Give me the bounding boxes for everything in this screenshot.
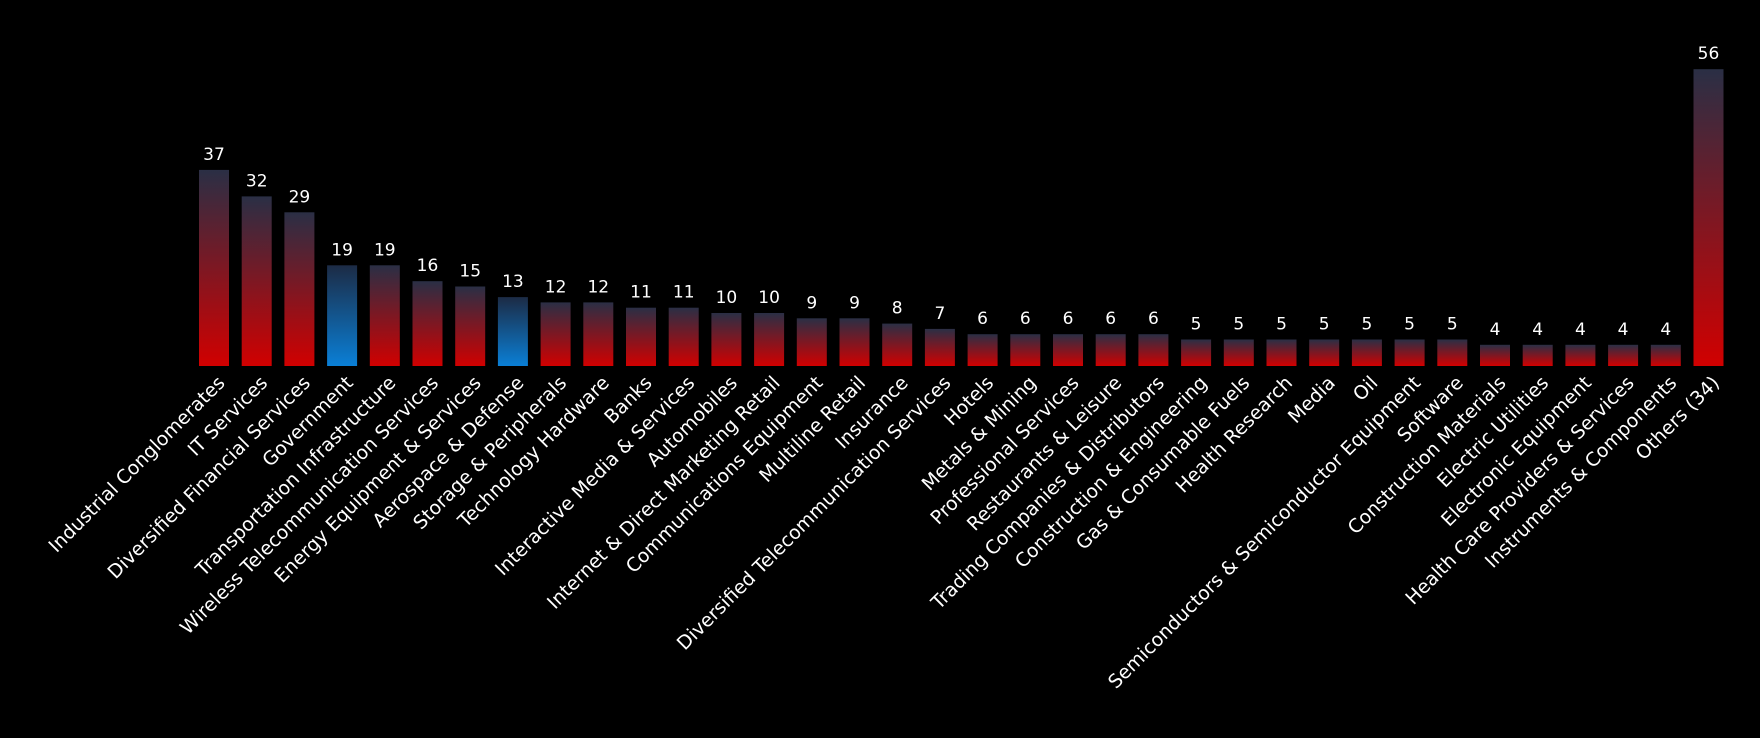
bar-construction-materials [1480,344,1510,366]
bar-industrial-conglomerates [199,169,229,366]
bar-electronic-equipment [1565,344,1596,366]
bar-oil [1351,339,1382,366]
tick-label-media: Media [1284,372,1340,428]
value-label-banks: 11 [630,283,652,303]
value-label-semiconductors-and-semiconductor-equipment: 5 [1404,315,1415,335]
value-label-others-34: 56 [1698,44,1720,64]
bars-layer [199,69,1724,366]
bar-diversified-telecommunication-services [924,328,955,366]
bar-communications-equipment [796,318,827,366]
bar-others-34 [1693,69,1724,366]
bar-diversified-financial-services [284,212,315,366]
value-label-communications-equipment: 9 [806,293,817,313]
bar-trading-companies-and-distributors [1138,334,1169,366]
value-label-construction-materials: 4 [1490,320,1501,340]
bar-software [1437,339,1468,366]
value-label-electronic-equipment: 4 [1575,320,1586,340]
value-label-hotels: 6 [977,309,988,329]
bar-interactive-media-and-services [668,307,699,366]
value-label-professional-services: 6 [1063,309,1074,329]
bar-it-services [241,196,272,366]
value-label-oil: 5 [1361,315,1372,335]
bar-instruments-and-components [1650,344,1681,366]
bar-technology-hardware [583,302,614,366]
value-label-aerospace-and-defense: 13 [502,272,524,292]
value-label-health-care-providers-and-services: 4 [1618,320,1629,340]
value-label-energy-equipment-and-services: 15 [459,262,481,282]
value-label-software: 5 [1447,315,1458,335]
bar-transportation-infrastructure [369,265,400,366]
value-label-wireless-telecommunication-services: 16 [417,256,439,276]
value-label-construction-and-engineering: 5 [1191,315,1202,335]
value-label-media: 5 [1319,315,1330,335]
bar-multiline-retail [839,318,870,366]
value-label-instruments-and-components: 4 [1660,320,1671,340]
bar-wireless-telecommunication-services [412,281,443,366]
bar-electric-utilities [1522,344,1553,366]
bar-media [1309,339,1340,366]
value-label-trading-companies-and-distributors: 6 [1148,309,1159,329]
tick-label-industrial-conglomerates: Industrial Conglomerates [44,372,229,557]
value-label-diversified-telecommunication-services: 7 [934,304,945,324]
bar-professional-services [1053,334,1083,366]
value-label-interactive-media-and-services: 11 [673,283,695,303]
value-label-automobiles: 10 [716,288,738,308]
value-label-health-research: 5 [1276,315,1287,335]
bar-hotels [967,334,998,366]
bar-gas-and-consumable-fuels [1223,339,1254,366]
value-label-it-services: 32 [246,171,268,191]
value-label-restaurants-and-leisure: 6 [1105,309,1116,329]
value-label-government: 19 [331,240,353,260]
bar-construction-and-engineering [1181,339,1212,366]
value-label-gas-and-consumable-fuels: 5 [1233,315,1244,335]
bar-health-care-providers-and-services [1608,344,1639,366]
value-label-industrial-conglomerates: 37 [203,145,225,165]
bar-internet-and-direct-marketing-retail [754,313,785,366]
bar-aerospace-and-defense [497,297,528,366]
value-label-electric-utilities: 4 [1532,320,1543,340]
value-label-transportation-infrastructure: 19 [374,240,396,260]
bar-metals-and-mining [1010,334,1041,366]
tick-label-oil: Oil [1349,372,1383,406]
value-label-technology-hardware: 12 [587,277,609,297]
value-label-insurance: 8 [892,299,903,319]
bar-energy-equipment-and-services [455,286,486,366]
value-label-internet-and-direct-marketing-retail: 10 [758,288,780,308]
value-label-metals-and-mining: 6 [1020,309,1031,329]
bar-insurance [882,323,913,366]
bar-semiconductors-and-semiconductor-equipment [1394,339,1425,366]
bar-automobiles [711,313,742,366]
value-label-storage-and-peripherals: 12 [545,277,567,297]
value-label-multiline-retail: 9 [849,293,860,313]
value-labels-layer: 37 32 29 19 19 16 15 13 12 12 11 11 10 10 9 9 8 7 6 6 6 6 6 5 5 5… [203,44,1719,340]
bar-government [327,265,358,366]
bar-health-research [1266,339,1297,366]
bar-restaurants-and-leisure [1095,334,1126,366]
bar-banks [626,307,656,366]
bar-storage-and-peripherals [540,302,571,366]
value-label-diversified-financial-services: 29 [289,187,311,207]
